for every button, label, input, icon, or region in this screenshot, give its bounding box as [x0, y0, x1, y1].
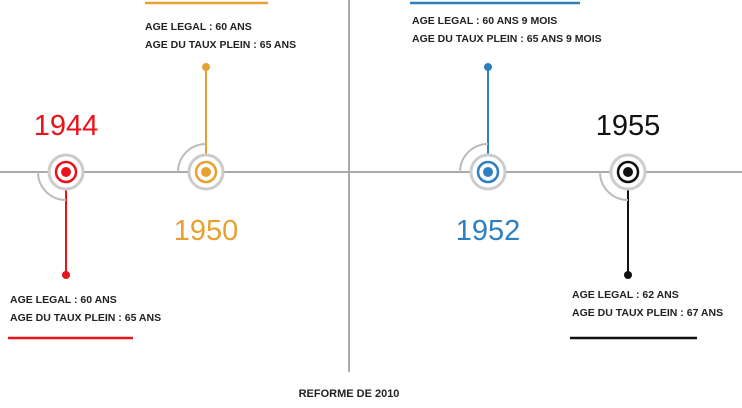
year-label: 1944 [34, 110, 99, 142]
footer-label: REFORME DE 2010 [299, 388, 400, 400]
stem-dot [484, 63, 492, 71]
info-line: AGE DU TAUX PLEIN : 65 ANS [145, 39, 296, 51]
stem-dot [202, 63, 210, 71]
year-label: 1955 [596, 110, 661, 142]
info-line: AGE LEGAL : 62 ANS [572, 289, 679, 301]
info-line: AGE LEGAL : 60 ANS [145, 21, 252, 33]
info-line: AGE DU TAUX PLEIN : 65 ANS [10, 312, 161, 324]
center-dot [623, 167, 633, 177]
stem-dot [62, 271, 70, 279]
info-line: AGE LEGAL : 60 ANS 9 MOIS [412, 15, 557, 27]
year-label: 1952 [456, 215, 521, 247]
stem-dot [624, 271, 632, 279]
center-dot [61, 167, 71, 177]
halo-arc [459, 143, 489, 173]
center-dot [483, 167, 493, 177]
center-dot [201, 167, 211, 177]
halo-arc [37, 171, 67, 201]
halo-arc [177, 143, 207, 173]
info-line: AGE DU TAUX PLEIN : 65 ANS 9 MOIS [412, 33, 602, 45]
halo-arc [599, 171, 629, 201]
info-line: AGE DU TAUX PLEIN : 67 ANS [572, 307, 723, 319]
year-label: 1950 [174, 215, 239, 247]
info-line: AGE LEGAL : 60 ANS [10, 294, 117, 306]
